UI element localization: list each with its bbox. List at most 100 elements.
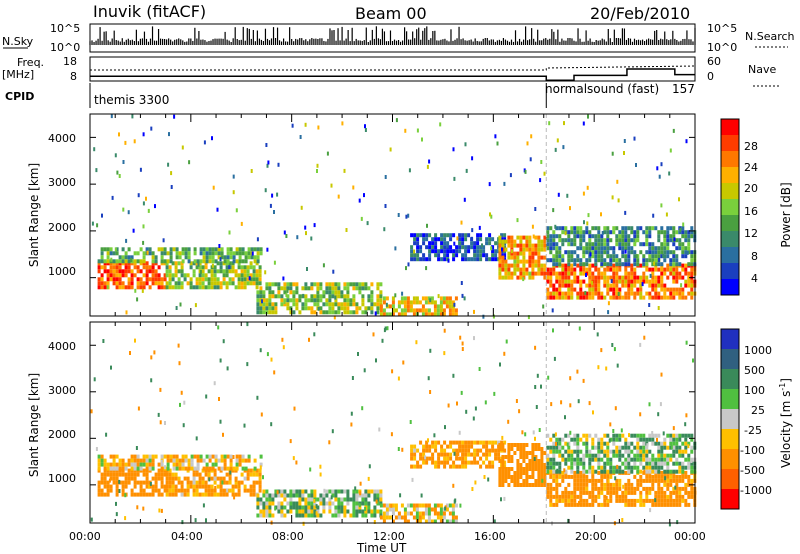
scatter-echo [131,114,134,119]
velocity-colorbar-label: Velocity [m s-1] [778,378,793,468]
scatter-echo [316,287,319,292]
echo-cell [531,463,535,467]
echo-cell [103,476,107,481]
echo-cell [687,478,691,483]
echo-cell [570,230,574,235]
echo-cell [103,281,107,286]
echo-cell [124,273,128,278]
echo-cell [525,451,529,455]
echo-cell [534,243,538,248]
echo-cell [597,238,601,243]
echo-cell [600,445,604,450]
scatter-echo [582,121,585,126]
echo-cell [669,494,673,499]
echo-cell [316,298,320,303]
echo-cell [262,505,266,510]
echo-cell [130,488,134,493]
echo-cell [612,469,616,474]
scatter-echo [276,490,279,495]
echo-cell [558,498,562,503]
echo-cell [186,488,190,493]
scatter-echo [616,363,619,368]
echo-cell [265,302,269,307]
scatter-echo [114,153,117,158]
echo-cell [546,271,550,276]
echo-cell [633,254,637,259]
scatter-echo [150,378,153,383]
echo-cell [672,445,676,450]
scatter-echo [672,128,675,133]
echo-cell [660,275,664,280]
echo-cell [470,257,474,262]
echo-cell [139,247,143,252]
echo-cell [555,478,559,483]
echo-cell [485,257,489,262]
echo-cell [651,465,655,470]
echo-cell [295,286,299,291]
echo-cell [307,286,311,291]
echo-cell [558,445,562,450]
echo-cell [561,474,565,479]
echo-cell [675,291,679,296]
echo-cell [522,479,526,483]
echo-cell [549,486,553,491]
scatter-echo [271,193,274,198]
echo-cell [672,226,676,231]
echo-cell [684,445,688,450]
echo-cell [663,246,667,251]
echo-cell [684,441,688,446]
echo-cell [657,445,661,450]
echo-cell [588,457,592,462]
scatter-echo [556,468,559,473]
echo-cell [501,267,505,272]
echo-cell [672,279,676,284]
echo-cell [385,296,389,301]
echo-cell [258,484,262,489]
echo-cell [588,246,592,251]
echo-cell [274,282,278,287]
echo-cell [537,443,541,447]
echo-cell [513,243,517,248]
echo-cell [651,453,655,458]
echo-cell [127,480,131,485]
echo-cell [570,238,574,243]
echo-cell [237,480,241,485]
echo-cell [507,251,511,256]
velocity-ylabel: Slant Range [km] [27,373,41,477]
echo-cell [479,464,483,469]
echo-cell [516,267,520,272]
echo-cell [549,461,553,466]
scatter-echo [494,134,497,139]
echo-cell [476,440,480,445]
echo-cell [175,458,179,463]
echo-cell [100,247,104,252]
echo-cell [555,275,559,280]
echo-cell [422,233,426,238]
echo-cell [678,498,682,503]
scatter-echo [428,159,431,164]
echo-cell [223,462,227,467]
echo-cell [217,466,221,471]
echo-cell [199,251,203,256]
echo-cell [597,226,601,231]
echo-cell [214,251,218,256]
echo-cell [645,230,649,235]
echo-cell [549,469,553,474]
scatter-echo [678,197,680,202]
echo-cell [255,273,259,278]
echo-cell [687,482,691,487]
echo-cell [579,258,583,263]
scatter-echo [444,425,446,430]
echo-cell [118,273,122,278]
echo-cell [642,486,646,491]
echo-cell [112,454,116,459]
echo-cell [519,443,523,447]
echo-cell [630,469,634,474]
echo-cell [415,507,419,512]
echo-cell [124,484,128,489]
echo-cell [582,246,586,251]
velocity-colorbar-frame [720,328,740,510]
scatter-echo [582,191,585,196]
echo-cell [624,445,628,450]
echo-cell [666,482,670,487]
